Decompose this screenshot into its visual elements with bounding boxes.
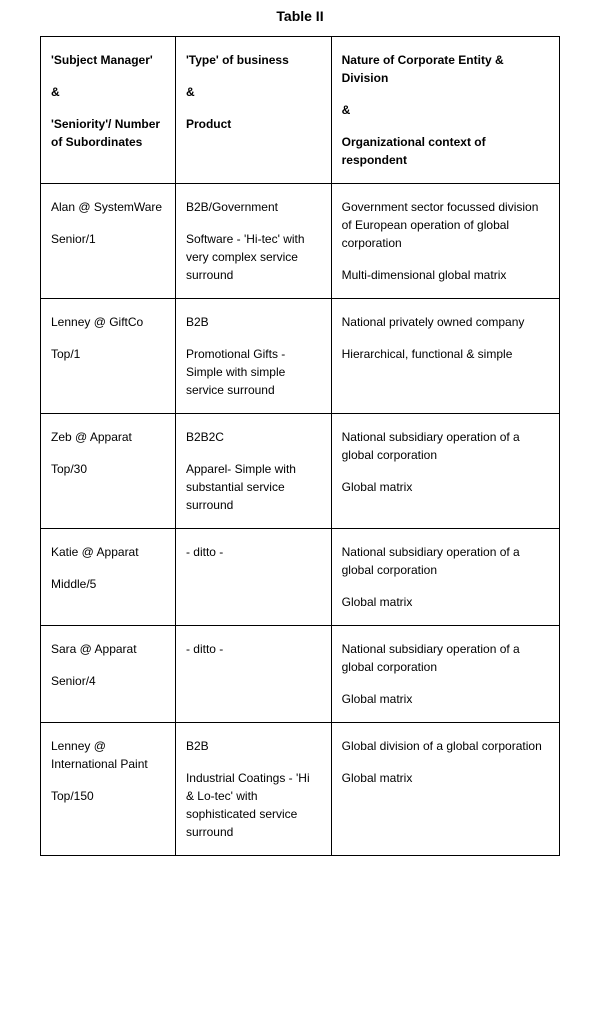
subject-name: Sara @ Apparat	[51, 640, 165, 658]
business-type: - ditto -	[186, 640, 321, 658]
cell-subject: Zeb @ Apparat Top/30	[41, 414, 176, 529]
table-body: Alan @ SystemWare Senior/1 B2B/Governmen…	[41, 184, 560, 856]
table-row: Katie @ Apparat Middle/5 - ditto - Natio…	[41, 529, 560, 626]
org-context: Global matrix	[342, 690, 549, 708]
header-col2-amp: &	[186, 83, 321, 101]
entity-nature: National subsidiary operation of a globa…	[342, 428, 549, 464]
header-col3-line1: Nature of Corporate Entity & Division	[342, 51, 549, 87]
entity-nature: National subsidiary operation of a globa…	[342, 640, 549, 676]
cell-nature: National subsidiary operation of a globa…	[331, 529, 559, 626]
cell-subject: Katie @ Apparat Middle/5	[41, 529, 176, 626]
org-context: Global matrix	[342, 478, 549, 496]
table-row: Zeb @ Apparat Top/30 B2B2C Apparel- Simp…	[41, 414, 560, 529]
header-col3-amp: &	[342, 101, 549, 119]
table-row: Sara @ Apparat Senior/4 - ditto - Nation…	[41, 626, 560, 723]
entity-nature: National subsidiary operation of a globa…	[342, 543, 549, 579]
entity-nature: Government sector focussed division of E…	[342, 198, 549, 252]
business-type: B2B	[186, 737, 321, 755]
org-context: Multi-dimensional global matrix	[342, 266, 549, 284]
header-col3-line2: Organizational context of respondent	[342, 133, 549, 169]
org-context: Global matrix	[342, 769, 549, 787]
cell-subject: Sara @ Apparat Senior/4	[41, 626, 176, 723]
product-desc: Software - 'Hi-tec' with very complex se…	[186, 230, 321, 284]
table-row: Lenney @ GiftCo Top/1 B2B Promotional Gi…	[41, 299, 560, 414]
header-col1: 'Subject Manager' & 'Seniority'/ Number …	[41, 37, 176, 184]
cell-subject: Lenney @ GiftCo Top/1	[41, 299, 176, 414]
cell-nature: National subsidiary operation of a globa…	[331, 626, 559, 723]
subject-name: Alan @ SystemWare	[51, 198, 165, 216]
subject-seniority: Top/150	[51, 787, 165, 805]
subject-name: Lenney @ International Paint	[51, 737, 165, 773]
cell-type: B2B/Government Software - 'Hi-tec' with …	[175, 184, 331, 299]
subject-name: Lenney @ GiftCo	[51, 313, 165, 331]
header-col1-line1: 'Subject Manager'	[51, 51, 165, 69]
product-desc: Promotional Gifts - Simple with simple s…	[186, 345, 321, 399]
cell-nature: Global division of a global corporation …	[331, 723, 559, 856]
business-type: - ditto -	[186, 543, 321, 561]
cell-type: B2B Industrial Coatings - 'Hi & Lo-tec' …	[175, 723, 331, 856]
org-context: Global matrix	[342, 593, 549, 611]
cell-subject: Alan @ SystemWare Senior/1	[41, 184, 176, 299]
business-type: B2B/Government	[186, 198, 321, 216]
cell-type: B2B2C Apparel- Simple with substantial s…	[175, 414, 331, 529]
business-type: B2B2C	[186, 428, 321, 446]
table-header-row: 'Subject Manager' & 'Seniority'/ Number …	[41, 37, 560, 184]
org-context: Hierarchical, functional & simple	[342, 345, 549, 363]
product-desc: Apparel- Simple with substantial service…	[186, 460, 321, 514]
subject-seniority: Top/1	[51, 345, 165, 363]
subject-name: Katie @ Apparat	[51, 543, 165, 561]
cell-type: B2B Promotional Gifts - Simple with simp…	[175, 299, 331, 414]
subject-seniority: Middle/5	[51, 575, 165, 593]
subject-name: Zeb @ Apparat	[51, 428, 165, 446]
cell-nature: National privately owned company Hierarc…	[331, 299, 559, 414]
header-col1-amp: &	[51, 83, 165, 101]
business-type: B2B	[186, 313, 321, 331]
cell-type: - ditto -	[175, 529, 331, 626]
subject-seniority: Senior/4	[51, 672, 165, 690]
header-col2-line1: 'Type' of business	[186, 51, 321, 69]
table-row: Lenney @ International Paint Top/150 B2B…	[41, 723, 560, 856]
entity-nature: National privately owned company	[342, 313, 549, 331]
table-row: Alan @ SystemWare Senior/1 B2B/Governmen…	[41, 184, 560, 299]
subject-seniority: Senior/1	[51, 230, 165, 248]
subject-seniority: Top/30	[51, 460, 165, 478]
header-col3: Nature of Corporate Entity & Division & …	[331, 37, 559, 184]
cell-type: - ditto -	[175, 626, 331, 723]
cell-nature: Government sector focussed division of E…	[331, 184, 559, 299]
table-title: Table II	[40, 0, 560, 36]
entity-nature: Global division of a global corporation	[342, 737, 549, 755]
header-col1-line2: 'Seniority'/ Number of Subordinates	[51, 115, 165, 151]
header-col2: 'Type' of business & Product	[175, 37, 331, 184]
page-container: Table II 'Subject Manager' & 'Seniority'…	[0, 0, 600, 886]
header-col2-line2: Product	[186, 115, 321, 133]
data-table: 'Subject Manager' & 'Seniority'/ Number …	[40, 36, 560, 856]
product-desc: Industrial Coatings - 'Hi & Lo-tec' with…	[186, 769, 321, 841]
cell-subject: Lenney @ International Paint Top/150	[41, 723, 176, 856]
cell-nature: National subsidiary operation of a globa…	[331, 414, 559, 529]
